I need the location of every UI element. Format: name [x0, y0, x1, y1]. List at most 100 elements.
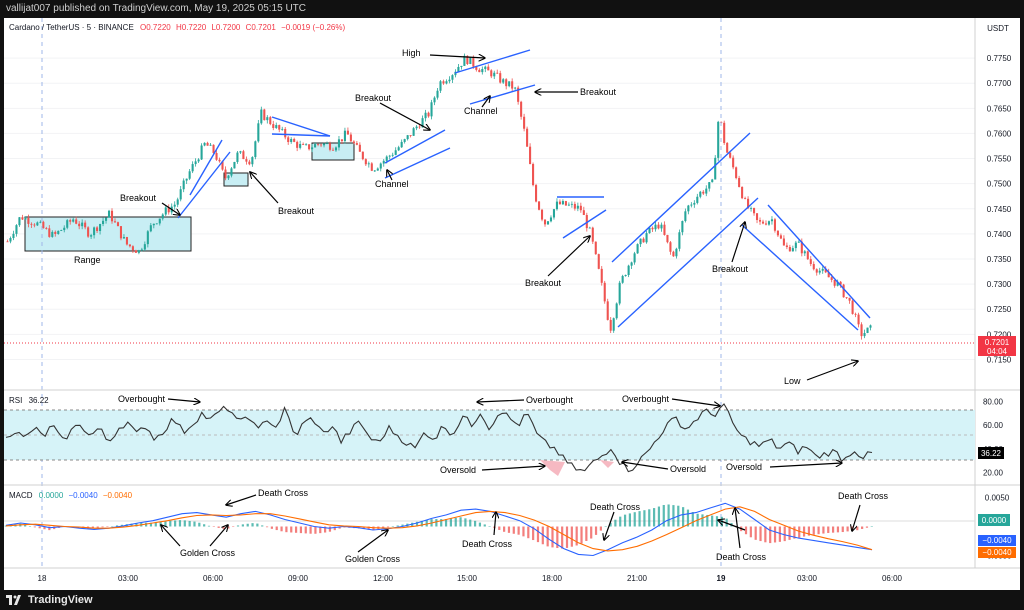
candle-body [176, 199, 179, 205]
macd-histogram-bar [435, 519, 438, 527]
macd-histogram-bar [319, 526, 322, 534]
macd-histogram-bar [546, 526, 549, 547]
candle-body [382, 160, 385, 164]
candle-body [824, 268, 827, 273]
candle-body [57, 230, 60, 234]
macd-histogram-bar [43, 526, 46, 530]
candle-body [206, 142, 209, 146]
candle-body [645, 233, 648, 243]
price-tick-label: 0.7750 [987, 54, 1012, 63]
candle-body [594, 241, 597, 255]
candle-body [845, 297, 848, 299]
candle-body [767, 221, 771, 225]
chart-canvas[interactable]: 0.7750 0.7700 0.7650 0.7600 0.7550 0.7500 0.74… [0, 0, 1024, 590]
candle-body [806, 251, 809, 260]
candle-body [281, 128, 284, 130]
macd-histogram-bar [154, 522, 157, 527]
candle-body [18, 217, 21, 226]
candle-body [636, 244, 639, 254]
macd-histogram-bar [609, 522, 612, 527]
candle-body [107, 210, 111, 218]
label-oversold-2: Oversold [670, 464, 706, 474]
macd-histogram-bar [846, 526, 849, 532]
tradingview-logo-icon[interactable] [6, 595, 22, 605]
candle-body [367, 163, 370, 165]
macd-histogram-bar [106, 526, 109, 527]
candle-body [618, 282, 621, 304]
macd-histogram-bar [802, 526, 806, 537]
candle-body [311, 147, 314, 150]
label-death-cross-1: Death Cross [258, 488, 309, 498]
legend-high: H0.7220 [176, 23, 207, 32]
signal-line [5, 506, 873, 552]
candle-body [12, 233, 15, 239]
time-axis[interactable]: 18 03:00 06:00 09:00 12:00 15:00 18:00 21:00 19 0… [38, 574, 903, 583]
time-tick-label: 18:00 [542, 574, 563, 583]
candle-body [821, 268, 824, 271]
candle-body [857, 314, 860, 325]
macd-histogram-bar [570, 526, 573, 547]
candle-body [502, 79, 505, 83]
candle-body [293, 138, 296, 142]
candle-body [750, 208, 753, 209]
candle-body [391, 154, 394, 156]
candle-body [696, 196, 699, 203]
candle-body [388, 155, 391, 157]
candle-body [343, 130, 346, 142]
candle-body [672, 251, 675, 257]
macd-histogram-bar [333, 526, 336, 531]
macd-histogram-bar [788, 526, 791, 540]
candle-body [209, 144, 212, 146]
candle-body [761, 221, 765, 224]
candle-body [442, 81, 445, 84]
candle-body [752, 208, 756, 214]
price-tick-label: 0.7300 [987, 280, 1012, 289]
candle-body [272, 124, 275, 128]
macd-histogram-bar [865, 526, 869, 528]
tradingview-logo-text[interactable]: TradingView [28, 594, 93, 606]
macd-histogram-bar [532, 526, 535, 541]
macd-histogram-bar [686, 509, 690, 527]
candle-body [185, 178, 188, 181]
candle-body [741, 186, 744, 199]
price-grid [4, 57, 975, 360]
price-axis[interactable]: 0.7750 0.7700 0.7650 0.7600 0.7550 0.7500 0.74… [987, 54, 1012, 364]
candle-body [499, 73, 502, 83]
price-unit-label: USDT [987, 24, 1009, 33]
arrow-death-cross-5 [852, 504, 861, 531]
candle-body [758, 220, 762, 222]
candle-body [546, 221, 550, 225]
candle-body [747, 198, 750, 209]
candle-body [161, 214, 164, 219]
macd-histogram-bar [183, 520, 186, 527]
macd-histogram-bar [449, 518, 452, 527]
macd-histogram-bar [440, 519, 443, 527]
candle-body [663, 224, 666, 235]
triangle-bottom [271, 133, 331, 137]
macd-histogram-bar [256, 523, 259, 527]
candle-body [248, 161, 251, 165]
macd-histogram-bar [420, 520, 423, 527]
candle-body [403, 139, 406, 142]
candle-body [21, 217, 24, 220]
label-overbought-2: Overbought [526, 395, 574, 405]
candle-body [669, 242, 672, 252]
candle-body [678, 232, 681, 249]
candle-body [30, 223, 33, 225]
label-breakout-4: Breakout [580, 87, 617, 97]
time-tick-label: 12:00 [373, 574, 394, 583]
candle-body [445, 81, 448, 84]
flag-box-1 [223, 172, 249, 187]
candle-body [687, 205, 690, 212]
macd-histogram-bar [328, 526, 332, 532]
macd-histogram-bar [425, 519, 428, 527]
macd-histogram-bar [706, 514, 709, 527]
macd-histogram-bar [536, 526, 540, 543]
candle-body [552, 209, 556, 218]
candle-body [830, 277, 833, 280]
macd-histogram-bar [773, 526, 777, 543]
candle-body [93, 227, 96, 236]
macd-histogram-bar [478, 522, 482, 527]
candle-body [555, 201, 559, 210]
